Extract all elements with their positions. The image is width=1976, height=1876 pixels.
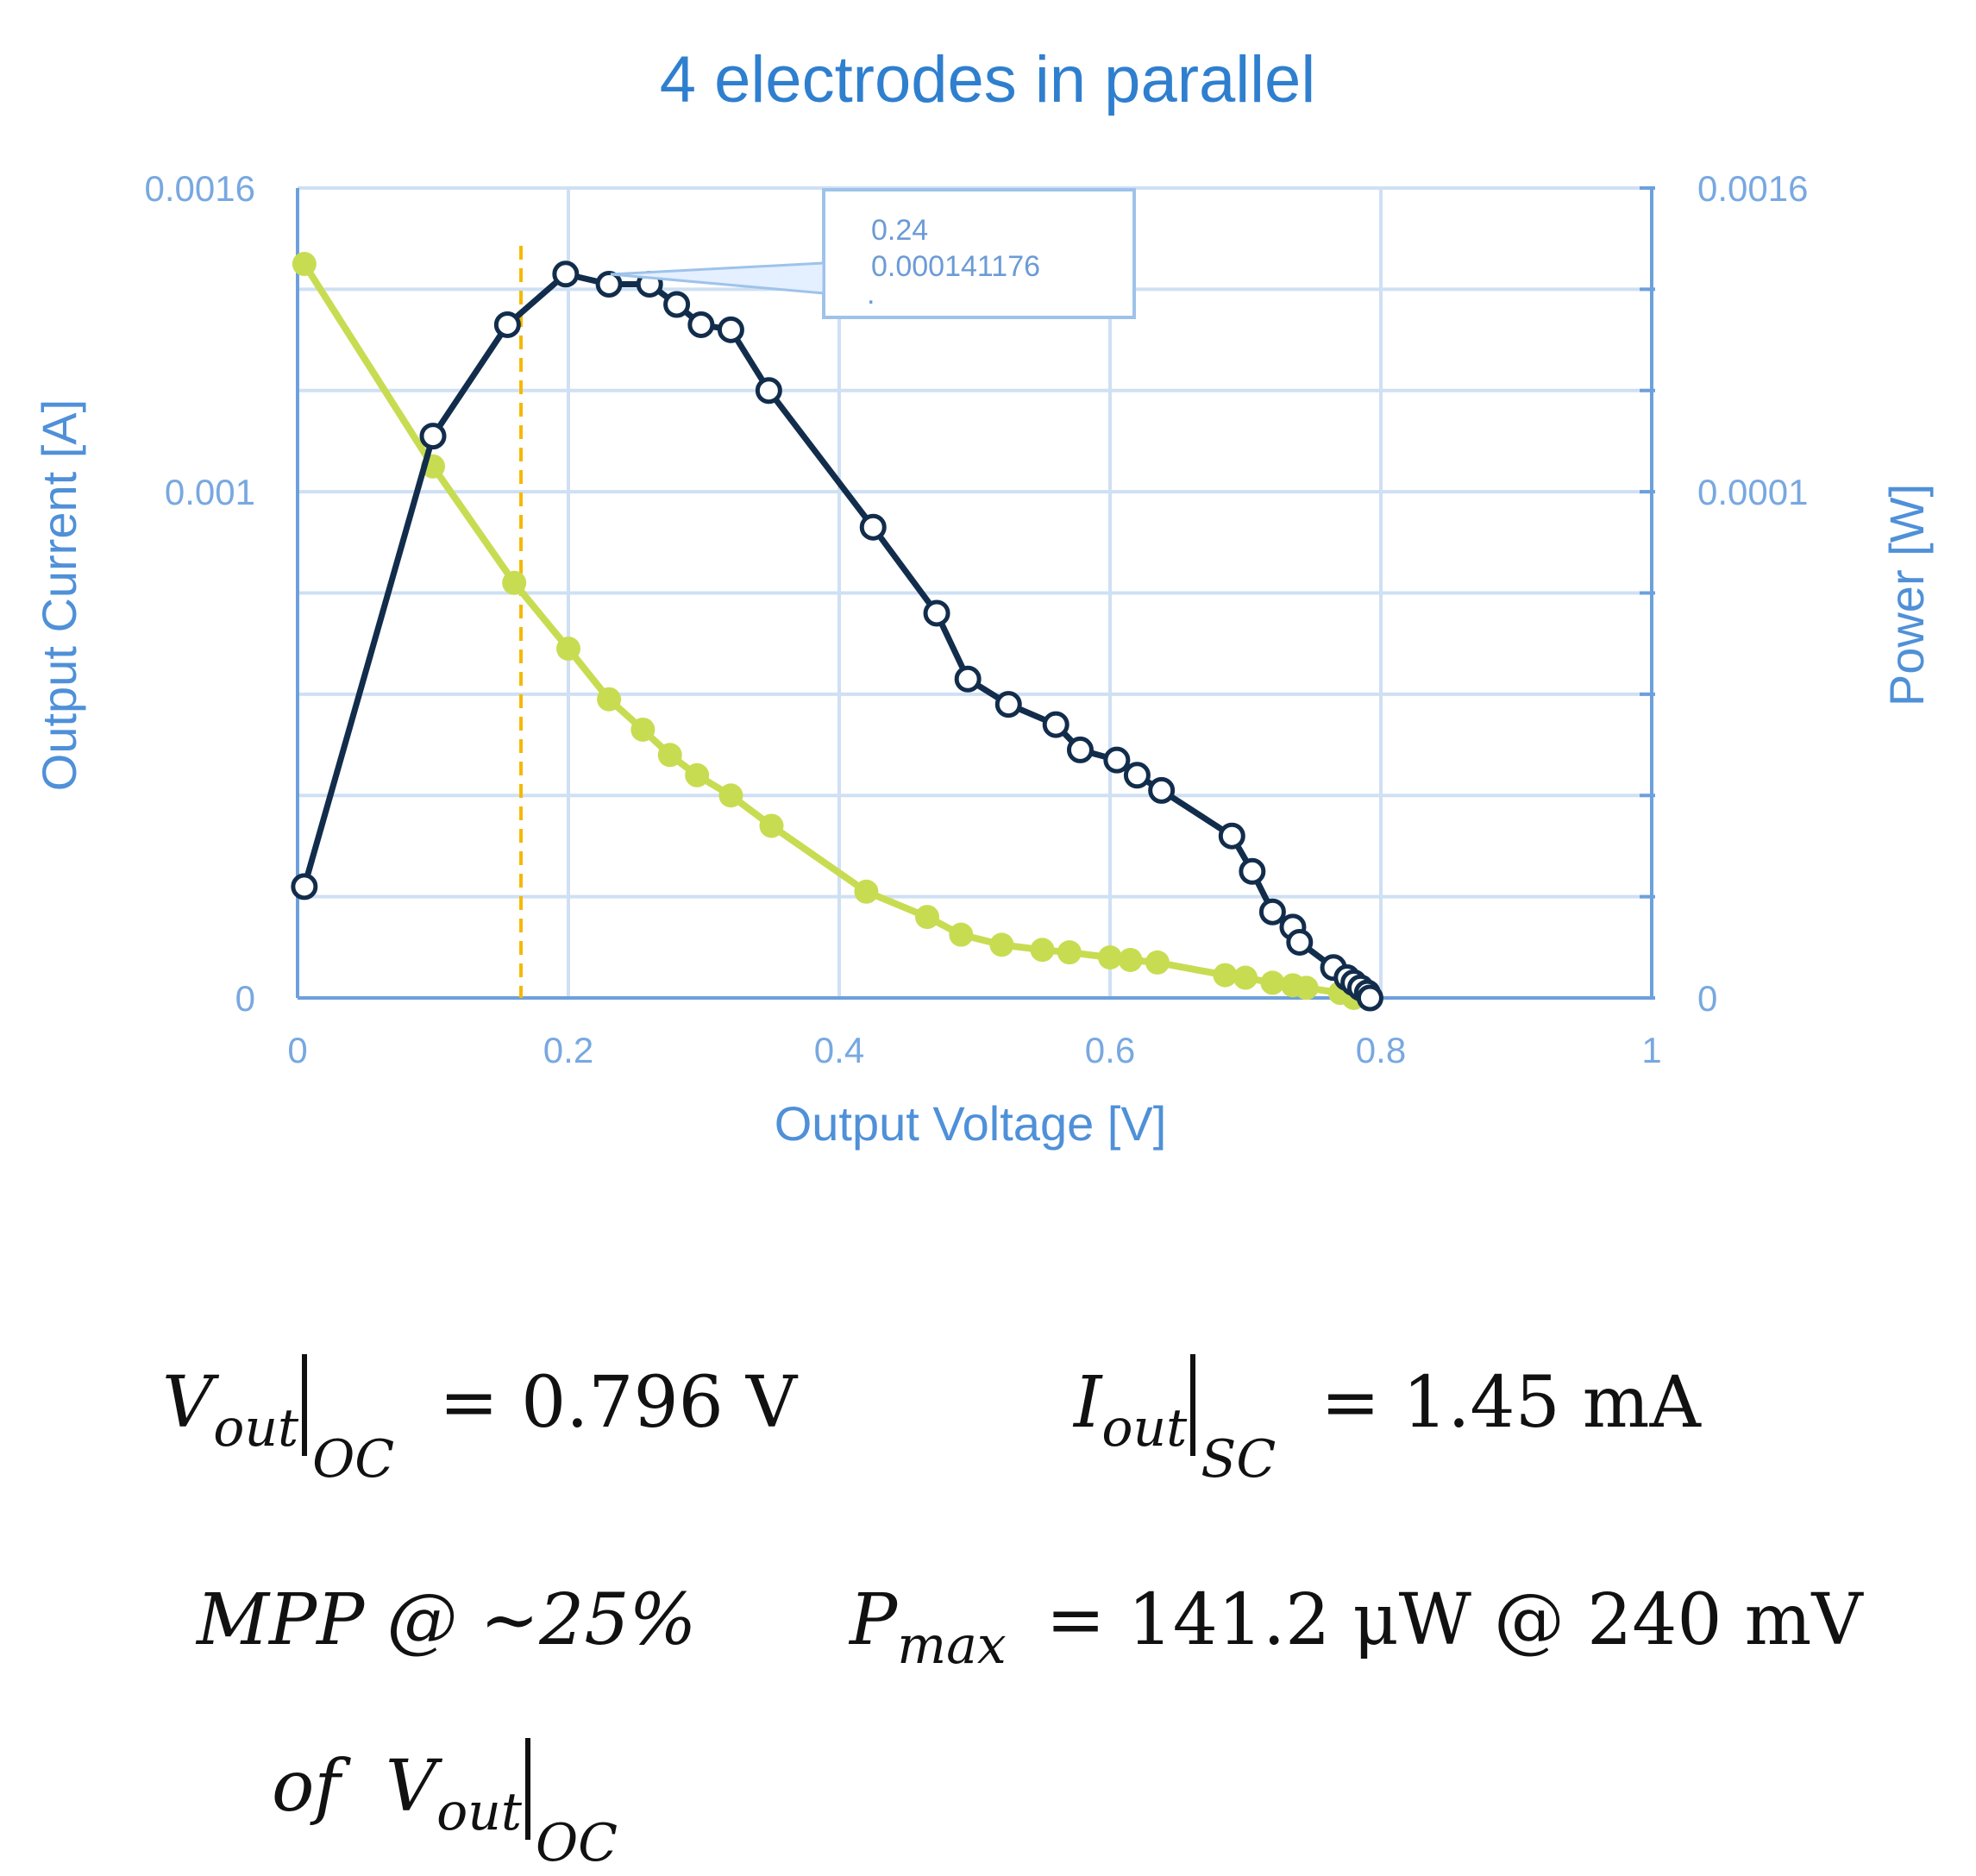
eval-bar	[1190, 1354, 1196, 1456]
data-point	[1103, 746, 1131, 774]
tooltip-box	[822, 188, 1136, 319]
data-point	[1294, 976, 1319, 1001]
chart-title: 4 electrodes in parallel	[660, 43, 1315, 116]
y-tick-label: 0	[235, 978, 255, 1019]
voc-rhs: = 0.796 V	[439, 1362, 798, 1444]
y2-axis-title: Power [W]	[1879, 484, 1934, 706]
data-point	[1218, 822, 1245, 850]
data-point	[419, 423, 447, 450]
data-point	[949, 922, 974, 947]
y2-tick-label: 0.0016	[1697, 168, 1808, 209]
data-point	[685, 762, 710, 787]
tooltip-pointer	[610, 261, 825, 295]
mpp-eval: OC	[535, 1813, 618, 1873]
data-point	[1042, 711, 1070, 738]
mpp-of: of	[272, 1746, 341, 1828]
data-point	[1286, 928, 1314, 956]
data-point	[1057, 940, 1082, 965]
data-point	[291, 873, 318, 900]
data-point	[663, 291, 691, 318]
data-point	[759, 813, 784, 838]
data-point	[755, 377, 782, 405]
data-point	[1233, 965, 1258, 990]
data-point	[717, 316, 744, 343]
y-tick-label: 0.0016	[145, 168, 255, 209]
x-tick-label: 0.6	[1085, 1030, 1135, 1070]
voc-equation: VoutOC = 0.796 V	[162, 1354, 798, 1485]
y2-tick-label: 0.0001	[1697, 472, 1808, 512]
data-point	[292, 252, 317, 277]
data-point	[859, 513, 887, 541]
data-tooltip[interactable]: 0.240.000141176.	[610, 188, 1136, 319]
isc-equation: IoutSC = 1.45 mA	[1074, 1354, 1701, 1485]
data-point	[493, 311, 521, 338]
data-point	[630, 717, 656, 742]
data-point	[687, 311, 715, 338]
isc-rhs: = 1.45 mA	[1320, 1362, 1701, 1444]
data-point	[915, 905, 940, 930]
series-line	[301, 261, 1356, 1001]
data-point	[556, 637, 580, 662]
pmax-equation: Pmax = 141.2 μW @ 240 mV	[850, 1585, 1863, 1672]
data-point	[1098, 945, 1122, 970]
data-point	[954, 665, 982, 693]
data-point	[1239, 857, 1266, 885]
mpp-of-equation: of VoutOC	[272, 1738, 618, 1869]
data-point	[1118, 947, 1143, 972]
y-tick-label: 0.001	[165, 472, 255, 512]
x-tick-label: 1	[1641, 1030, 1661, 1070]
x-tick-label: 0.4	[814, 1030, 864, 1070]
data-point	[657, 743, 682, 768]
data-point	[1258, 898, 1286, 925]
isc-sub: out	[1101, 1398, 1188, 1459]
data-point	[597, 687, 622, 712]
data-point	[1123, 762, 1151, 789]
x-tick-label: 0.2	[543, 1030, 593, 1070]
data-point	[923, 599, 950, 627]
data-point	[552, 260, 580, 288]
isc-eval: SC	[1201, 1429, 1277, 1490]
series-output-current	[292, 252, 1366, 1010]
y2-tick-label: 0	[1697, 978, 1717, 1019]
eval-bar	[524, 1738, 530, 1840]
data-point	[1213, 963, 1238, 988]
data-point	[595, 271, 623, 298]
data-point	[1066, 736, 1094, 763]
voc-eval: OC	[312, 1429, 395, 1490]
data-point	[1356, 984, 1383, 1012]
tooltip-marker: .	[867, 278, 875, 311]
y-axis-title: Output Current [A]	[32, 399, 86, 791]
eval-bar	[302, 1354, 308, 1456]
x-tick-label: 0	[287, 1030, 307, 1070]
x-axis-title: Output Voltage [V]	[775, 1096, 1167, 1151]
series-power	[291, 260, 1383, 1012]
pmax-sub: max	[897, 1616, 1007, 1676]
data-point	[854, 879, 879, 904]
series-line	[301, 271, 1373, 1000]
tooltip-x-value: 0.24	[871, 214, 928, 247]
data-point	[718, 783, 743, 808]
pmax-var: P	[850, 1579, 898, 1661]
voc-var: V	[162, 1362, 214, 1444]
voc-sub: out	[213, 1398, 299, 1459]
isc-var: I	[1074, 1362, 1102, 1444]
x-tick-label: 0.8	[1356, 1030, 1406, 1070]
data-point	[989, 932, 1014, 957]
data-point	[1145, 950, 1170, 975]
mpp-text: MPP @ ~25%	[197, 1579, 697, 1661]
data-point	[1148, 776, 1176, 804]
mpp-sub: out	[436, 1782, 522, 1842]
mpp-var: V	[385, 1746, 437, 1828]
axes	[296, 186, 1655, 1000]
data-point	[994, 691, 1022, 718]
data-point	[1260, 970, 1285, 995]
tooltip-y-value: 0.000141176	[871, 250, 1040, 283]
series-layer	[291, 252, 1383, 1012]
chart: 4 electrodes in parallel 0 0.2 0.4 0.6 0.8 10…	[32, 43, 1934, 1151]
data-point	[502, 570, 527, 595]
data-point	[1030, 938, 1055, 963]
pmax-rhs: = 141.2 μW @ 240 mV	[1045, 1579, 1863, 1661]
